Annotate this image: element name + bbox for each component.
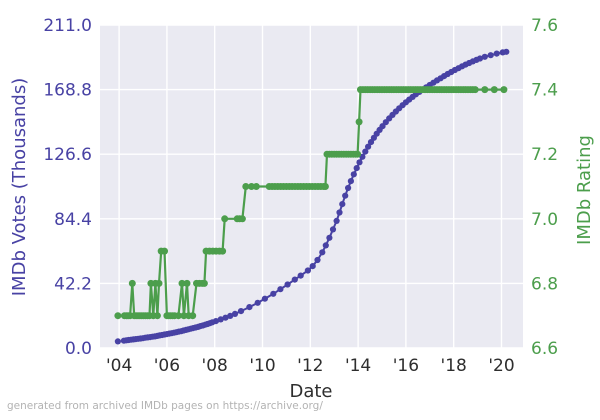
y-right-tick-label: 6.6 (531, 339, 558, 359)
votes-marker (342, 192, 349, 199)
rating-marker (178, 279, 186, 287)
x-tick-label: '14 (345, 356, 371, 376)
votes-marker (476, 55, 484, 62)
votes-marker (270, 290, 277, 297)
votes-marker (291, 276, 298, 283)
votes-marker (277, 286, 284, 293)
x-tick-label: '04 (106, 356, 132, 376)
votes-marker (227, 312, 234, 319)
rating-marker (153, 312, 161, 320)
x-tick-label: '20 (488, 356, 514, 376)
x-tick-label: '18 (441, 356, 467, 376)
rating-marker (242, 183, 250, 190)
rating-marker (180, 312, 188, 320)
votes-marker (333, 217, 340, 224)
rating-marker (500, 86, 508, 94)
rating-marker (238, 215, 246, 223)
y-left-tick-label: 84.4 (54, 210, 92, 230)
votes-marker (339, 201, 346, 208)
votes-marker (222, 314, 229, 321)
y-left-tick-label: 211.0 (43, 16, 92, 36)
source-caption: generated from archived IMDb pages on ht… (7, 400, 323, 412)
rating-marker (248, 183, 255, 190)
left-axis-title: IMDb Votes (Thousands) (9, 77, 30, 297)
votes-marker (246, 304, 253, 311)
votes-marker (297, 272, 304, 279)
votes-marker (314, 256, 321, 264)
rating-marker (128, 279, 136, 287)
rating-marker (471, 86, 479, 94)
votes-marker (481, 53, 488, 60)
votes-marker (237, 308, 245, 315)
rating-marker (219, 247, 227, 255)
votes-marker (329, 226, 337, 233)
y-right-tick-label: 7.0 (531, 210, 558, 230)
y-left-tick-label: 168.8 (43, 81, 92, 101)
votes-marker (487, 52, 494, 59)
rating-marker (354, 150, 362, 158)
y-right-tick-label: 7.6 (531, 16, 558, 36)
x-tick-label: '06 (154, 356, 180, 376)
votes-marker (254, 299, 261, 306)
rating-marker (189, 312, 197, 320)
x-tick-label: '12 (297, 356, 323, 376)
rating-marker (355, 118, 363, 126)
votes-marker (356, 159, 363, 166)
y-right-tick-label: 7.2 (531, 145, 558, 165)
rating-marker (174, 312, 182, 320)
votes-marker (322, 242, 329, 249)
votes-marker (309, 263, 316, 270)
x-tick-label: '08 (202, 356, 228, 376)
x-tick-label: '16 (393, 356, 419, 376)
rating-marker (221, 215, 229, 223)
rating-marker (481, 86, 489, 94)
votes-marker (493, 50, 500, 57)
votes-marker (326, 234, 333, 241)
y-left-tick-label: 0.0 (65, 339, 92, 359)
rating-marker (200, 279, 208, 287)
rating-marker (161, 247, 168, 255)
votes-marker (362, 148, 369, 155)
rating-marker (183, 279, 191, 287)
votes-marker (284, 281, 291, 288)
right-axis-title: IMDb Rating (574, 135, 595, 245)
votes-marker (345, 184, 352, 192)
votes-marker (503, 48, 510, 55)
rating-marker (252, 183, 260, 190)
y-left-tick-label: 42.2 (54, 274, 92, 294)
rating-marker (114, 312, 122, 320)
y-right-tick-label: 6.8 (531, 274, 558, 294)
x-axis-title: Date (289, 381, 333, 402)
votes-marker (319, 249, 326, 256)
votes-marker (365, 143, 372, 150)
rating-marker (490, 86, 498, 94)
votes-marker (217, 316, 224, 323)
y-right-tick-label: 7.4 (531, 81, 558, 101)
y-left-tick-label: 126.6 (43, 145, 92, 165)
votes-marker (261, 295, 268, 302)
votes-marker (353, 165, 360, 172)
votes-marker (347, 178, 354, 185)
votes-marker (304, 267, 311, 274)
rating-marker (155, 279, 163, 287)
votes-marker (114, 338, 121, 345)
x-tick-label: '10 (249, 356, 275, 376)
votes-marker (336, 209, 343, 216)
votes-marker (350, 171, 357, 178)
rating-marker (321, 183, 329, 190)
votes-marker (212, 318, 219, 325)
votes-marker (231, 310, 239, 317)
